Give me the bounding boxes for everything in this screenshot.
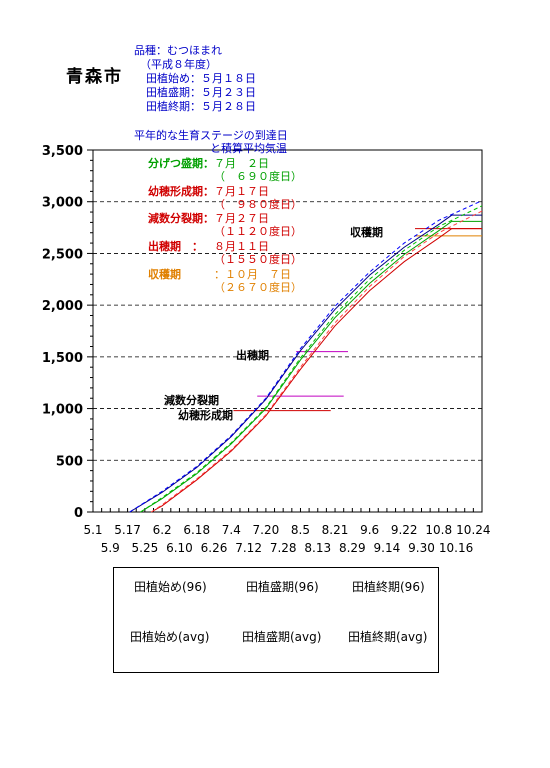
x-tick-label: 5.1 [83, 523, 102, 537]
x-tick-label: 5.17 [114, 523, 141, 537]
series-line [151, 228, 482, 513]
planting-peak-label: 田植盛期：５月２３日 [146, 86, 256, 99]
series-line [140, 220, 482, 513]
legend: 田植始め(96) 田植盛期(96) 田植終期(96) 田植始め(avg) 田植盛期(av… [113, 567, 439, 673]
stage-panel-subtitle: と積算平均気温 [210, 141, 287, 155]
x-tick-label: 10.24 [456, 523, 490, 537]
y-tick-label: 1,500 [42, 351, 83, 366]
x-tick-label: 7.20 [253, 523, 280, 537]
y-tick-label: 3,500 [42, 144, 83, 159]
plot-frame [92, 149, 483, 513]
stage-item-date: ８月１１日 [214, 240, 269, 253]
stage-label-shussui: 出穂期 [236, 348, 269, 362]
legend-label: 田植終期(96) [352, 580, 425, 594]
x-tick-label: 10.16 [439, 541, 473, 555]
stage-item-label: 出穂期 ： [148, 239, 203, 253]
x-tick-label: 9.30 [408, 541, 435, 555]
series-line [129, 200, 483, 513]
stage-item-value: （ ９８０度日） [214, 197, 302, 211]
legend-label: 田植終期(avg) [348, 630, 428, 644]
stage-item-label: 収穫期 [148, 267, 192, 281]
stage-label-shukaku: 収穫期 [350, 225, 383, 239]
x-tick-label: 7.28 [270, 541, 297, 555]
x-tick-label: 8.29 [339, 541, 366, 555]
x-tick-label: 7.12 [235, 541, 262, 555]
x-tick-label: 6.18 [183, 523, 210, 537]
y-tick-label: 500 [56, 454, 83, 469]
city-title: 青森市 [66, 67, 123, 87]
series-line [151, 210, 483, 513]
stage-item-date: ７月 ２日 [214, 157, 269, 170]
stage-item-date: ７月２７日 [214, 212, 269, 225]
legend-label: 田植盛期(avg) [242, 630, 322, 644]
stage-item-date: ７月１７日 [214, 185, 269, 198]
planting-end-label: 田植終期：５月２８日 [146, 100, 256, 113]
variety-label: 品種：むつほまれ [134, 44, 222, 57]
stage-panel-title: 平年的な生育ステージの到達日 [134, 128, 288, 142]
stage-item-label: 幼穂形成期： [148, 184, 214, 198]
x-tick-label: 8.13 [304, 541, 331, 555]
stage-label-youbo: 幼穂形成期 [178, 408, 233, 422]
stage-item-value: （２６７０度日） [214, 280, 302, 294]
legend-label: 田植盛期(96) [246, 580, 319, 594]
x-tick-label: 8.21 [322, 523, 349, 537]
stage-item-label: 減数分裂期： [148, 211, 214, 225]
y-tick-label: 1,000 [42, 403, 83, 418]
x-tick-label: 9.22 [391, 523, 418, 537]
stage-item-label: 分げつ盛期： [148, 156, 214, 170]
x-tick-label: 10.8 [425, 523, 452, 537]
year-label: （平成８年度） [140, 58, 217, 71]
x-tick-label: 6.26 [201, 541, 228, 555]
stage-item-date: ：１０月 ７日 [214, 268, 291, 281]
y-tick-label: 2,000 [42, 299, 83, 314]
x-tick-label: 8.5 [291, 523, 310, 537]
x-tick-label: 6.2 [153, 523, 172, 537]
stage-item-value: （１５５０度日） [214, 252, 302, 266]
stage-item-value: （ ６９０度日） [214, 169, 302, 183]
stage-item-value: （１１２０度日） [214, 224, 302, 238]
y-tick-label: 3,000 [42, 196, 83, 211]
y-tick-label: 2,500 [42, 247, 83, 262]
x-tick-label: 5.25 [132, 541, 159, 555]
x-tick-label: 9.6 [360, 523, 379, 537]
x-tick-label: 7.4 [222, 523, 241, 537]
x-tick-label: 6.10 [166, 541, 193, 555]
x-tick-label: 5.9 [101, 541, 120, 555]
legend-label: 田植始め(96) [134, 580, 207, 594]
legend-label: 田植始め(avg) [130, 630, 210, 644]
series-line [129, 214, 482, 513]
stage-label-gensu: 減数分裂期 [164, 393, 219, 407]
planting-start-label: 田植始め：５月１８日 [146, 72, 256, 85]
x-tick-label: 9.14 [374, 541, 401, 555]
y-tick-label: 0 [74, 506, 83, 521]
series-line [140, 205, 483, 513]
